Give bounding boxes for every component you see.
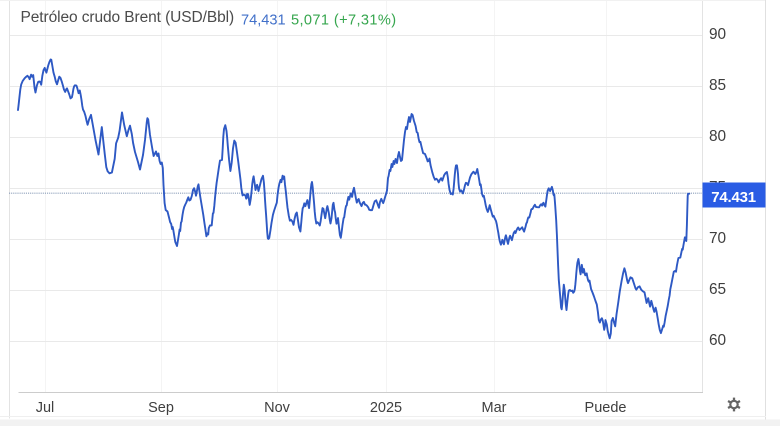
svg-text:Petróleo crudo Brent (USD/Bbl): Petróleo crudo Brent (USD/Bbl) [21,9,235,26]
svg-text:60: 60 [709,332,726,349]
svg-text:Jul: Jul [36,400,55,416]
svg-text:85: 85 [709,77,726,94]
svg-text:2025: 2025 [370,400,402,416]
svg-text:Sep: Sep [148,400,174,416]
svg-text:Puede: Puede [585,400,627,416]
svg-text:Nov: Nov [264,400,291,416]
svg-text:65: 65 [709,281,726,298]
svg-text:74.431: 74.431 [711,189,756,206]
svg-text:5,071 (+7,31%): 5,071 (+7,31%) [291,13,397,29]
svg-text:90: 90 [709,26,726,43]
svg-text:Mar: Mar [482,400,507,416]
svg-text:80: 80 [709,128,726,145]
svg-text:74,431: 74,431 [241,13,286,29]
svg-text:70: 70 [709,230,726,247]
